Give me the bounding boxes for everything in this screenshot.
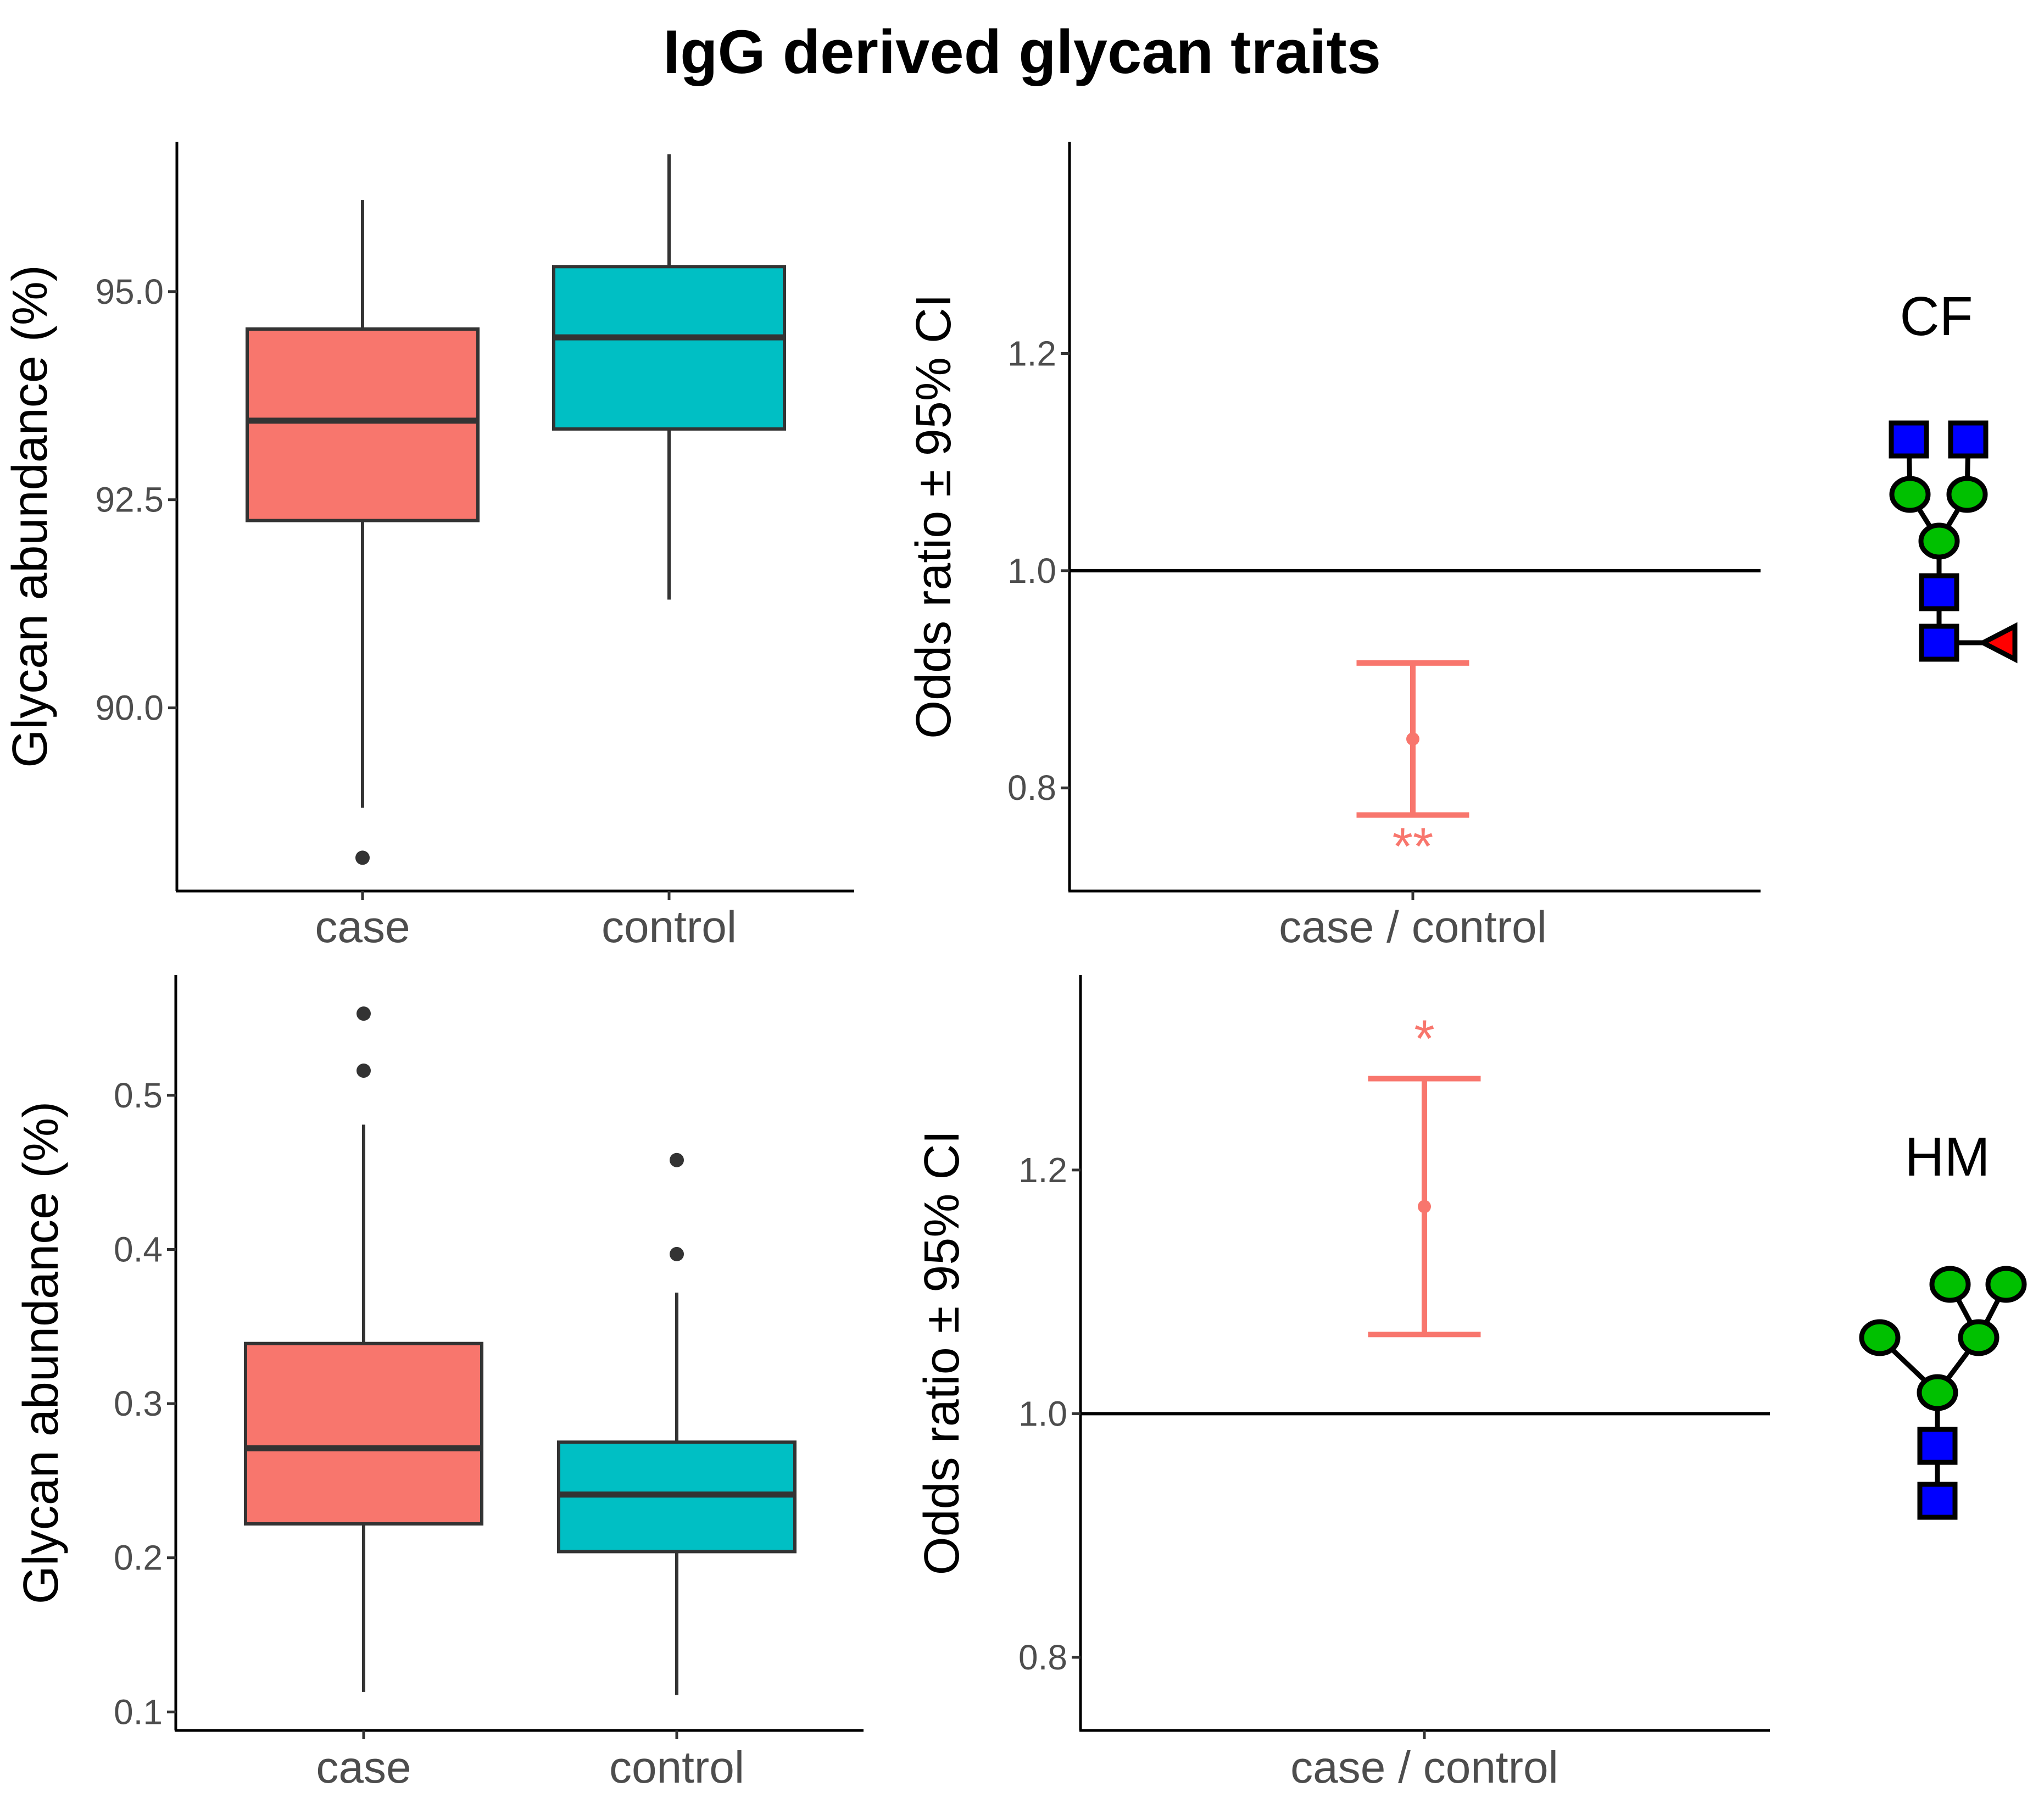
y-tick-label: 90.0: [95, 688, 164, 728]
y-tick-label: 92.5: [95, 480, 164, 520]
y-tick-label: 1.0: [1018, 1394, 1067, 1433]
y-axis-title: Odds ratio ± 95% CI: [906, 294, 961, 739]
y-axis-title: Glycan abundance (%): [14, 1101, 69, 1605]
x-axis-label: case / control: [1279, 902, 1547, 952]
figure-title: IgG derived glycan traits: [662, 18, 1382, 86]
y-tick-label: 0.8: [1007, 768, 1056, 808]
outlier-point: [670, 1246, 684, 1261]
glcnac-square-icon: [1917, 1482, 1958, 1520]
glcnac-square-icon: [1919, 624, 1959, 662]
outlier-point: [670, 1153, 684, 1167]
odds-ratio-point: [1418, 1200, 1431, 1213]
fucose-triangle-icon: [1978, 622, 2018, 664]
y-tick-label: 0.5: [114, 1076, 163, 1115]
hm-odds-ratio-panel: 0.8 1.0 1.2 Odds ratio ± 95% CI case / contr…: [915, 975, 1770, 1793]
hm-glycan-group: HM: [1859, 1126, 2027, 1520]
y-axis-title: Glycan abundance (%): [3, 265, 58, 768]
glcnac-square-icon: [1917, 1427, 1958, 1465]
x-category-label-control: control: [609, 1743, 744, 1793]
odds-ratio-point: [1406, 732, 1419, 746]
cf-glycan-label: CF: [1900, 286, 1973, 347]
y-tick-label: 0.1: [114, 1692, 163, 1732]
y-tick-label: 95.0: [95, 272, 164, 311]
x-category-label-control: control: [601, 902, 737, 952]
glcnac-square-icon: [1919, 573, 1959, 611]
x-category-label-case: case: [315, 902, 410, 952]
y-axis-title: Odds ratio ± 95% CI: [915, 1131, 970, 1576]
mannose-circle-icon: [1985, 1266, 2027, 1303]
x-axis-label: case / control: [1290, 1743, 1558, 1793]
y-tick-label: 1.0: [1007, 551, 1056, 591]
y-tick-label: 0.3: [114, 1384, 163, 1423]
y-tick-label: 1.2: [1018, 1150, 1067, 1190]
mannose-circle-icon: [1958, 1319, 2000, 1356]
box-case: [244, 1341, 483, 1526]
outlier-point: [355, 850, 370, 865]
y-tick-label: 1.2: [1007, 333, 1056, 373]
cf-glycan-structure: [1889, 420, 2018, 664]
x-category-label-case: case: [316, 1743, 411, 1793]
mannose-circle-icon: [1929, 1266, 1971, 1303]
hm-glycan-structure: [1859, 1266, 2027, 1520]
mannose-circle-icon: [1918, 522, 1960, 560]
mannose-circle-icon: [1946, 476, 1988, 513]
glcnac-square-icon: [1948, 420, 1989, 459]
cf-boxplot-panel: 90.0 92.5 95.0 Glycan abundance (%) case cont…: [3, 142, 854, 952]
cf-glycan-group: CF: [1889, 286, 2018, 664]
mannose-circle-icon: [1889, 476, 1931, 513]
cf-odds-ratio-panel: 0.8 1.0 1.2 Odds ratio ± 95% CI case / contr…: [906, 142, 1761, 952]
mannose-circle-icon: [1859, 1319, 1901, 1356]
hm-glycan-label: HM: [1904, 1126, 1990, 1188]
outlier-point: [357, 1063, 371, 1078]
outlier-point: [357, 1006, 371, 1021]
y-tick-label: 0.4: [114, 1229, 163, 1269]
significance-marker: *: [1414, 1010, 1434, 1068]
significance-marker: **: [1393, 817, 1434, 876]
mannose-circle-icon: [1917, 1374, 1958, 1411]
glcnac-square-icon: [1889, 420, 1929, 459]
hm-boxplot-panel: 0.1 0.2 0.3 0.4 0.5 Glycan abundance (%) case c…: [14, 975, 864, 1793]
y-tick-label: 0.2: [114, 1538, 163, 1578]
box-case: [246, 327, 480, 522]
y-tick-label: 0.8: [1018, 1638, 1067, 1677]
box-control: [552, 265, 786, 431]
